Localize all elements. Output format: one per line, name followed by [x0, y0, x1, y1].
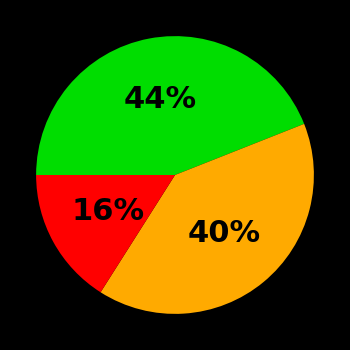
Wedge shape: [36, 36, 304, 175]
Text: 16%: 16%: [71, 197, 145, 226]
Text: 44%: 44%: [124, 85, 197, 114]
Wedge shape: [36, 175, 175, 292]
Text: 40%: 40%: [187, 219, 260, 248]
Wedge shape: [100, 124, 314, 314]
